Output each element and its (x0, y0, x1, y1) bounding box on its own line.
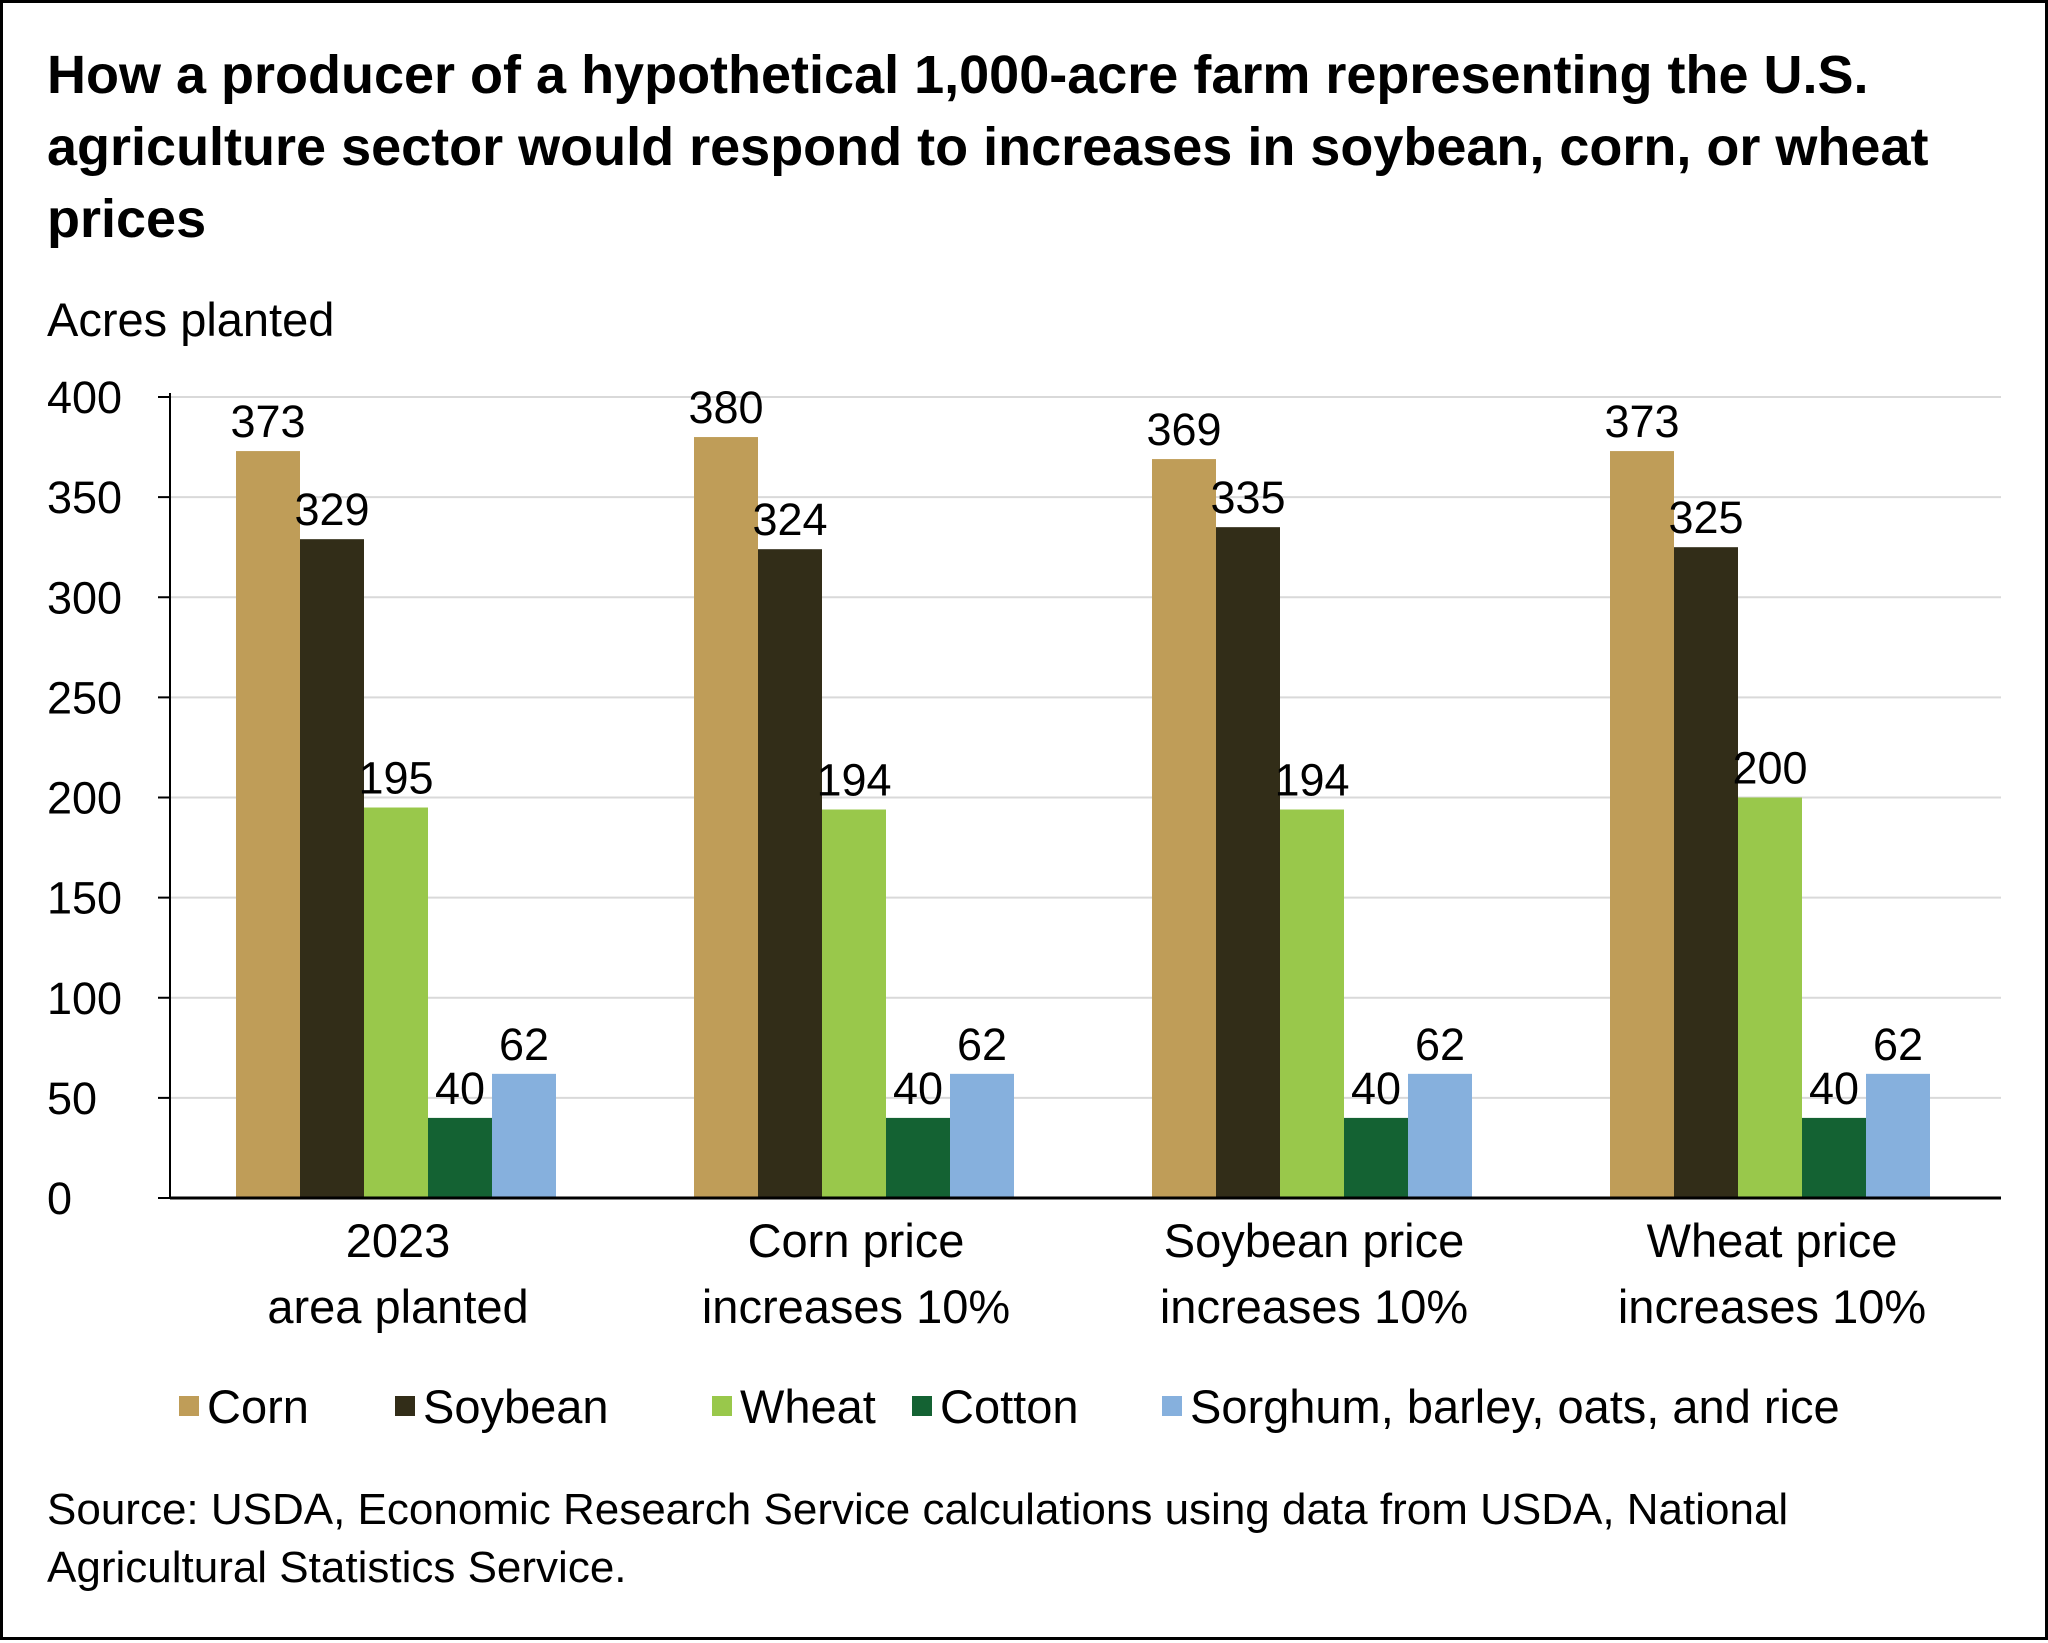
bar (1738, 797, 1802, 1198)
x-tick-label: Soybean price (1164, 1214, 1464, 1267)
data-label: 335 (1210, 472, 1285, 523)
data-label: 195 (358, 753, 433, 804)
data-label: 200 (1732, 743, 1807, 794)
bar (822, 809, 886, 1198)
legend-swatch (712, 1396, 732, 1416)
data-label: 62 (1415, 1019, 1465, 1070)
legend-label: Corn (207, 1380, 309, 1433)
data-label: 324 (752, 494, 827, 545)
x-tick-label: increases 10% (702, 1280, 1010, 1333)
y-tick-label: 100 (47, 973, 122, 1024)
legend-label: Wheat (740, 1380, 876, 1433)
bar (1280, 809, 1344, 1198)
bar (950, 1073, 1014, 1198)
bar (236, 451, 300, 1198)
legend-swatch (912, 1396, 932, 1416)
bar (1674, 547, 1738, 1198)
bar (1344, 1117, 1408, 1198)
legend-label: Sorghum, barley, oats, and rice (1190, 1380, 1840, 1433)
source-note: Source: USDA, Economic Research Service … (47, 1485, 1789, 1592)
data-label: 194 (1274, 755, 1349, 806)
x-tick-label: area planted (267, 1280, 528, 1333)
data-label: 62 (499, 1019, 549, 1070)
y-tick-label: 150 (47, 873, 122, 924)
x-tick-label: increases 10% (1160, 1280, 1468, 1333)
x-tick-label: Wheat price (1647, 1214, 1898, 1267)
y-tick-label: 0 (47, 1173, 72, 1224)
y-tick-label: 250 (47, 672, 122, 723)
y-tick-label: 350 (47, 472, 122, 523)
bar (886, 1117, 950, 1198)
bar (694, 437, 758, 1198)
bar (1866, 1073, 1930, 1198)
x-tick-label: increases 10% (1618, 1280, 1926, 1333)
legend-label: Cotton (940, 1380, 1078, 1433)
data-label: 369 (1146, 404, 1221, 455)
y-axis-label: Acres planted (47, 293, 334, 346)
legend-label: Soybean (423, 1380, 609, 1433)
data-label: 62 (957, 1019, 1007, 1070)
legend-swatch (395, 1396, 415, 1416)
data-label: 40 (1809, 1063, 1859, 1114)
bar (492, 1073, 556, 1198)
y-tick-label: 400 (47, 372, 122, 423)
data-label: 62 (1873, 1019, 1923, 1070)
data-label: 40 (893, 1063, 943, 1114)
y-tick-label: 200 (47, 773, 122, 824)
data-label: 325 (1668, 492, 1743, 543)
y-tick-label: 50 (47, 1073, 97, 1124)
data-label: 40 (435, 1063, 485, 1114)
x-tick-label: 2023 (346, 1214, 451, 1267)
data-label: 380 (688, 382, 763, 433)
x-tick-label: Corn price (748, 1214, 965, 1267)
data-label: 194 (816, 755, 891, 806)
legend-swatch (179, 1396, 199, 1416)
bar (1610, 451, 1674, 1198)
bar (1802, 1117, 1866, 1198)
y-tick-label: 300 (47, 572, 122, 623)
bar-chart: Acres planted 0 50 100 150 200 250 300 350 400 373… (47, 293, 2001, 1433)
data-label: 373 (230, 396, 305, 447)
data-label: 329 (294, 484, 369, 535)
bar (1216, 527, 1280, 1198)
bar (1152, 459, 1216, 1198)
bar (300, 539, 364, 1198)
bar (758, 549, 822, 1198)
data-label: 40 (1351, 1063, 1401, 1114)
bar (364, 807, 428, 1198)
bar (428, 1117, 492, 1198)
legend-swatch (1162, 1396, 1182, 1416)
data-label: 373 (1604, 396, 1679, 447)
bar (1408, 1073, 1472, 1198)
chart-title: How a producer of a hypothetical 1,000-a… (47, 45, 1929, 249)
